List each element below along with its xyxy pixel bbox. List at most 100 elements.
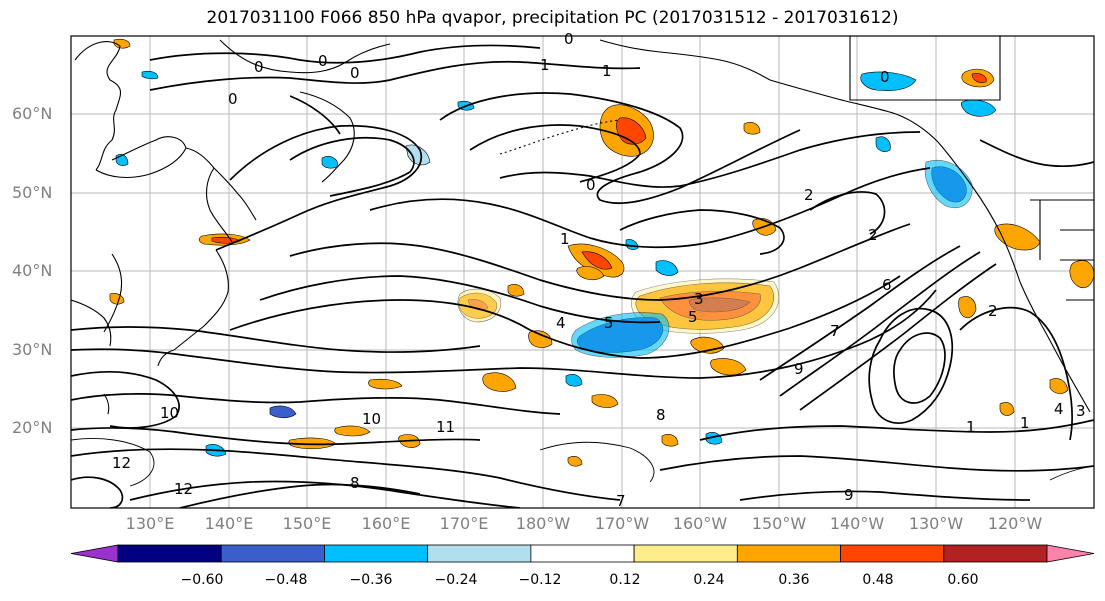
- contour-label: 5: [604, 314, 614, 332]
- contour-label: 1: [1020, 414, 1030, 432]
- contour-label-group: 0 0 0 0 1 1 0 1 2 2 3 5 4 5 6 7 7 8 8 9 …: [112, 30, 1086, 510]
- contour-line: [71, 448, 621, 501]
- contour-line: [659, 455, 1094, 472]
- precip-patch-s13: [113, 38, 131, 49]
- precip-patch-s20: [661, 434, 679, 447]
- contour-line: [71, 476, 124, 508]
- precip-positive: [109, 38, 1094, 467]
- contour-line: [469, 124, 641, 183]
- contour-label: 1: [602, 62, 612, 80]
- contour-line: [739, 490, 1031, 501]
- contour-label: 12: [174, 480, 193, 498]
- lon-label-140w: 140°W: [829, 514, 885, 533]
- contour-line: [229, 275, 901, 359]
- precip-patch-s16: [591, 394, 619, 408]
- precip-patch-alaska-core: [971, 73, 987, 83]
- coast-alaska-s: [769, 79, 939, 143]
- colorbar-segment: [943, 544, 1048, 563]
- coast-kamchatka: [185, 147, 257, 221]
- colorbar-tick-label: −0.60: [180, 572, 224, 588]
- contour-line: [779, 251, 981, 397]
- colorbar-tick-label: 0.12: [609, 572, 641, 588]
- colorbar-tick-label: −0.12: [518, 572, 562, 588]
- contour-line: [289, 136, 415, 197]
- colorbar-segment: [736, 544, 841, 563]
- contour-line: [215, 124, 423, 251]
- precip-patch-s10: [368, 378, 403, 390]
- lon-label-180w: 180°W: [515, 514, 571, 533]
- contour-label: 9: [794, 360, 804, 378]
- contour-label: 7: [830, 322, 840, 340]
- precip-patch-neg-n1: [655, 260, 679, 276]
- contour-line: [289, 223, 911, 301]
- lat-label-50n: 50°N: [12, 183, 53, 202]
- colorbar-segment: [324, 544, 429, 563]
- coast-chukotka: [219, 39, 391, 74]
- coast-chukotka-2: [299, 91, 355, 183]
- precip-patch-s9: [958, 296, 977, 319]
- contour-label: 4: [556, 314, 566, 332]
- precip-patch-s1: [482, 372, 517, 392]
- precip-patch-s18: [507, 284, 525, 297]
- contour-line: [149, 60, 641, 91]
- lat-label-40n: 40°N: [12, 261, 53, 280]
- precip-patch-neg-w10: [875, 136, 891, 152]
- precip-patch-neg-gulf-outer: [924, 160, 973, 208]
- coast-japan: [173, 249, 229, 351]
- precip-patch-band-north-core: [581, 251, 613, 270]
- lon-label-150w: 150°W: [751, 514, 807, 533]
- colorbar-segment: [220, 544, 325, 563]
- contour-line: [868, 307, 954, 424]
- secondary-contours: [71, 438, 1094, 487]
- precip-patch-s7: [576, 266, 605, 281]
- lon-label-170w: 170°W: [594, 514, 650, 533]
- contour-line: [539, 441, 655, 483]
- contour-label: 8: [350, 474, 360, 492]
- lon-label-170e: 170°E: [439, 514, 489, 533]
- coastlines: [71, 36, 1094, 415]
- precip-patch-east-south: [1069, 260, 1094, 289]
- contour-line: [71, 438, 155, 487]
- contour-label: 5: [688, 308, 698, 326]
- precip-patch-s14: [999, 402, 1015, 416]
- contour-line: [71, 289, 937, 379]
- lon-label-120w: 120°W: [987, 514, 1043, 533]
- contour-line: [1049, 465, 1094, 481]
- lon-label-160w: 160°W: [672, 514, 728, 533]
- contour-label: 7: [616, 492, 626, 510]
- lat-label-30n: 30°N: [12, 340, 53, 359]
- contour-line: [699, 419, 1094, 441]
- coast-canada-border: [849, 36, 1001, 101]
- contour-label: 6: [882, 276, 892, 294]
- colorbar-segment: [530, 544, 635, 563]
- colorbar-extend-min: [70, 544, 119, 563]
- contour-line: [149, 44, 541, 64]
- precip-patch-s15: [1049, 378, 1069, 394]
- precip-patch-neg-w3: [141, 70, 159, 80]
- contour-line: [759, 245, 961, 381]
- contour-label: 0: [318, 52, 328, 70]
- colorbar-tick-label: −0.36: [349, 572, 393, 588]
- contour-line: [259, 275, 661, 324]
- coast-japan-2: [157, 349, 175, 367]
- contour-line: [893, 332, 946, 404]
- coast-siberia-east: [74, 41, 122, 171]
- contour-line: [809, 191, 886, 235]
- contour-label: 0: [564, 30, 574, 48]
- coast-alaska-coast-bc: [937, 141, 1021, 283]
- precip-patch-neg-w1: [269, 405, 297, 419]
- contour-line: [499, 131, 921, 188]
- contour-label: 3: [694, 290, 704, 308]
- precip-patch-s5: [710, 358, 747, 376]
- lon-label-130e: 130°E: [125, 514, 175, 533]
- colorbar-segment: [840, 544, 945, 563]
- contour-line: [959, 306, 1073, 441]
- contour-line: [71, 393, 561, 415]
- precip-patch-s19: [567, 456, 583, 467]
- colorbar: [70, 544, 1095, 563]
- contour-label: 2: [988, 302, 998, 320]
- contour-label: 0: [586, 176, 596, 194]
- lon-label-140e: 140°E: [204, 514, 254, 533]
- colorbar-tick-label: 0.60: [947, 572, 979, 588]
